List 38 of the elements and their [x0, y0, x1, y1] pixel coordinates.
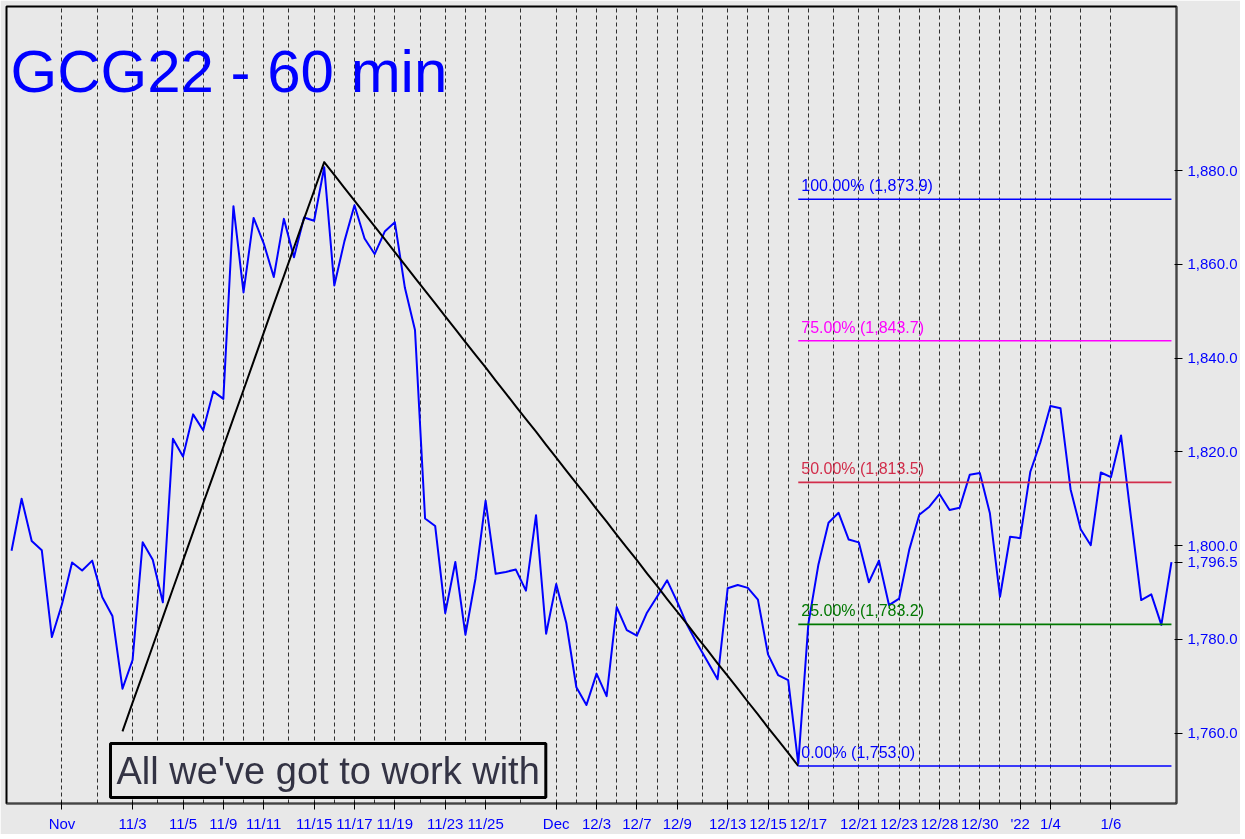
- x-tick-label: 12/9: [662, 814, 692, 832]
- x-tick-label: 12/17: [789, 814, 828, 832]
- x-tick-label: 1/4: [1040, 814, 1061, 832]
- x-tick-label: 12/30: [961, 814, 999, 832]
- x-tick-label: 11/25: [467, 814, 504, 832]
- y-tick-label: 1,796.5: [1187, 553, 1238, 571]
- x-tick-label: Dec: [542, 814, 571, 832]
- annotation: All we've got to work with: [116, 749, 540, 792]
- series-label: 50.00% (1,813.5): [801, 460, 925, 478]
- x-tick-label: 12/3: [581, 814, 612, 832]
- y-tick-label: 1,820.0: [1187, 442, 1238, 460]
- x-tick-label: 11/3: [118, 814, 147, 832]
- x-tick-label: 1/6: [1100, 814, 1122, 832]
- x-tick-label: 11/23: [427, 814, 464, 832]
- text: GCG22 - 60 min: [10, 37, 448, 105]
- y-tick-label: 1,880.0: [1187, 161, 1238, 179]
- x-tick-label: '22: [1010, 814, 1030, 832]
- y-tick-label: 1,840.0: [1187, 349, 1238, 367]
- y-tick-label: 1,860.0: [1187, 255, 1238, 273]
- x-tick-label: 12/13: [708, 814, 747, 832]
- y-tick-label: 1,780.0: [1187, 630, 1238, 648]
- series-label: 0.00% (1,753.0): [801, 743, 916, 761]
- x-tick-label: 12/21: [840, 814, 878, 832]
- x-tick-label: 11/19: [376, 814, 414, 832]
- x-tick-label: 11/15: [295, 814, 333, 832]
- x-tick-label: 11/9: [209, 814, 238, 832]
- x-tick-label: 12/23: [880, 814, 918, 832]
- x-tick-label: Nov: [48, 814, 76, 832]
- x-tick-label: 11/11: [246, 814, 282, 832]
- x-tick-label: 12/28: [920, 814, 959, 832]
- x-tick-label: 11/5: [168, 814, 198, 832]
- x-tick-label: 12/15: [749, 814, 787, 832]
- x-tick-label: 12/7: [622, 814, 652, 832]
- y-tick-label: 1,800.0: [1187, 536, 1238, 554]
- series-label: 75.00% (1,843.7): [801, 318, 925, 336]
- y-tick-label: 1,760.0: [1187, 724, 1238, 742]
- series-label: 100.00% (1,873.9): [801, 177, 933, 195]
- x-tick-label: 11/17: [336, 814, 373, 832]
